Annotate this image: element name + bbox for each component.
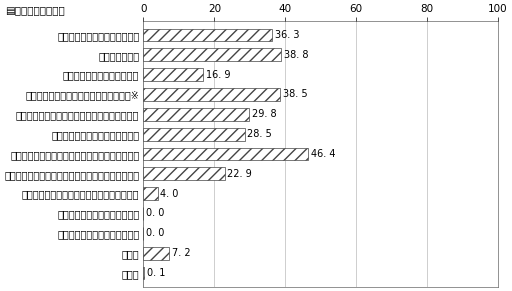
Text: 4. 0: 4. 0 <box>160 189 179 199</box>
Text: 0. 1: 0. 1 <box>146 268 165 278</box>
Bar <box>143 247 169 260</box>
Text: 38. 8: 38. 8 <box>284 50 308 60</box>
Bar <box>143 48 281 61</box>
Text: 0. 0: 0. 0 <box>146 208 165 219</box>
Text: 46. 4: 46. 4 <box>311 149 335 159</box>
Text: 38. 5: 38. 5 <box>283 89 307 100</box>
Text: 36. 3: 36. 3 <box>275 30 300 40</box>
Bar <box>143 128 245 141</box>
Text: 16. 9: 16. 9 <box>206 70 231 80</box>
Text: 29. 8: 29. 8 <box>252 109 276 119</box>
Bar <box>143 167 225 180</box>
Bar <box>143 148 308 160</box>
Text: 22. 9: 22. 9 <box>227 169 252 179</box>
Text: 0. 0: 0. 0 <box>146 228 165 238</box>
Text: 7. 2: 7. 2 <box>172 248 190 258</box>
Bar <box>143 29 272 41</box>
Text: 28. 5: 28. 5 <box>247 129 272 139</box>
Bar <box>143 108 249 121</box>
Bar <box>143 187 158 200</box>
Bar <box>143 68 203 81</box>
Bar <box>143 88 280 101</box>
Text: ▤注文住宅取得世帯: ▤注文住宅取得世帯 <box>5 5 65 15</box>
